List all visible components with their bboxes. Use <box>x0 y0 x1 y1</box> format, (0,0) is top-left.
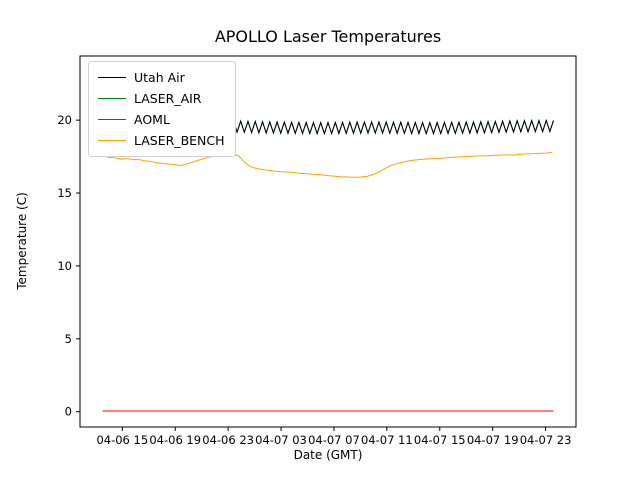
x-tick-label: 04-06 23 <box>202 433 254 447</box>
legend-line-sample <box>98 119 126 120</box>
x-tick-label: 04-07 07 <box>308 433 360 447</box>
x-axis-label: Date (GMT) <box>293 448 363 462</box>
y-tick-label: 15 <box>57 186 72 200</box>
y-tick-label: 20 <box>57 113 72 127</box>
axes-frame <box>79 55 577 428</box>
legend-item-aoml: AOML <box>98 109 225 130</box>
chart-title: APOLLO Laser Temperatures <box>214 27 442 46</box>
x-tick-label: 04-07 19 <box>467 433 519 447</box>
legend-item-utah air: Utah Air <box>98 67 225 88</box>
legend-label: LASER_AIR <box>134 91 202 106</box>
legend-label: LASER_BENCH <box>134 133 225 148</box>
legend-item-laser-bench: LASER_BENCH <box>98 130 225 151</box>
legend-line-sample <box>98 140 126 141</box>
legend-line-sample <box>98 98 126 99</box>
x-tick-label: 04-07 11 <box>361 433 413 447</box>
x-tick-label: 04-07 23 <box>520 433 572 447</box>
y-tick-label: 0 <box>65 405 72 419</box>
x-tick-label: 04-06 15 <box>96 433 148 447</box>
x-tick-label: 04-07 03 <box>255 433 307 447</box>
legend: Utah Air LASER_AIR AOML LASER_BENCH <box>88 61 236 157</box>
x-tick-label: 04-06 19 <box>149 433 201 447</box>
y-tick-label: 10 <box>57 259 72 273</box>
x-tick-label: 04-07 15 <box>414 433 466 447</box>
y-tick-label: 5 <box>65 332 72 346</box>
legend-item-laser-air: LASER_AIR <box>98 88 225 109</box>
series-line-laser-bench <box>102 151 553 178</box>
legend-label: AOML <box>134 112 170 127</box>
legend-label: Utah Air <box>134 70 185 85</box>
y-axis-label: Temperature (C) <box>15 192 29 290</box>
legend-line-sample <box>98 77 126 78</box>
